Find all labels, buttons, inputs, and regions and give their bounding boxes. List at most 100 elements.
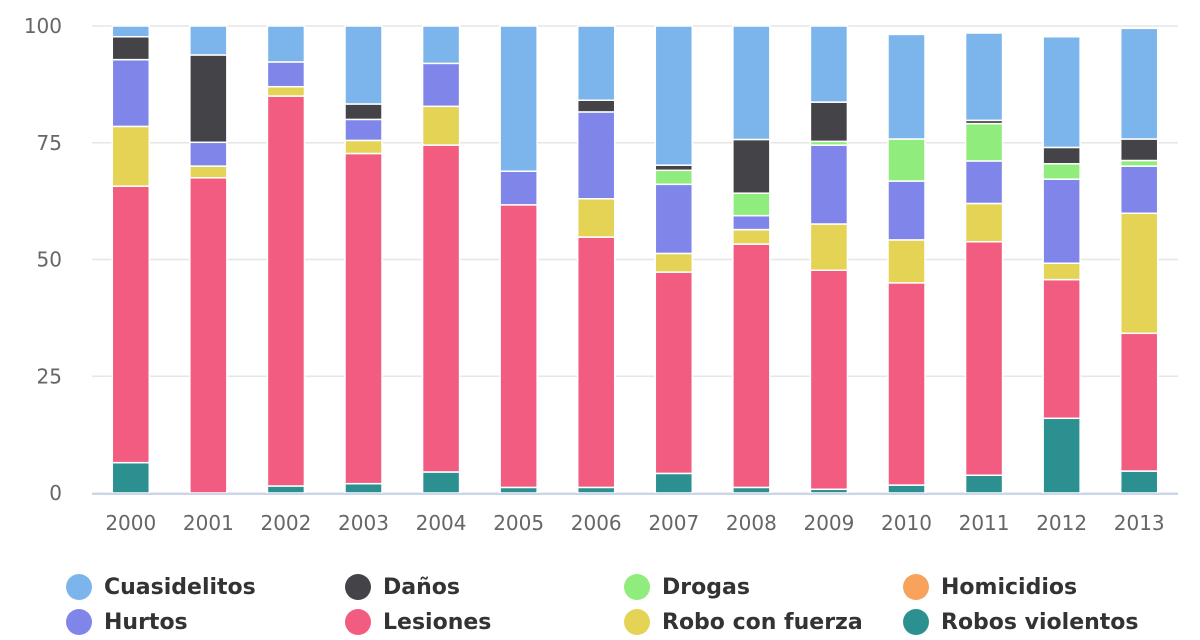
bar-segment-lesiones-2002[interactable] bbox=[266, 95, 306, 487]
legend-item-drogas[interactable]: Drogas bbox=[624, 570, 750, 604]
legend-item-robos-violentos[interactable]: Robos violentos bbox=[903, 605, 1139, 639]
bar-segment-robo-con-fuerza-2004[interactable] bbox=[421, 105, 461, 146]
legend-item-homicidios[interactable]: Homicidios bbox=[903, 570, 1077, 604]
bar-segment-lesiones-2003[interactable] bbox=[344, 152, 383, 485]
bar-segment-robo-con-fuerza-2013[interactable] bbox=[1119, 212, 1159, 335]
bar-segment-daños-2013[interactable] bbox=[1119, 138, 1159, 162]
bar-segment-cuasidelitos-2008[interactable] bbox=[732, 25, 771, 141]
bar-segment-cuasidelitos-2004[interactable] bbox=[421, 25, 461, 65]
bar-segment-lesiones-2000[interactable] bbox=[111, 185, 151, 464]
bar-segment-robo-con-fuerza-2012[interactable] bbox=[1042, 262, 1081, 281]
bar-segment-lesiones-2006[interactable] bbox=[576, 236, 616, 489]
bar-segment-cuasidelitos-2012[interactable] bbox=[1042, 35, 1081, 149]
bar-segment-hurtos-2004[interactable] bbox=[421, 62, 461, 108]
bar-segment-robos-violentos-2007[interactable] bbox=[654, 472, 694, 494]
bar-segment-daños-2012[interactable] bbox=[1042, 146, 1081, 165]
bar-segment-robo-con-fuerza-2002[interactable] bbox=[266, 85, 306, 97]
legend-marker-icon bbox=[66, 574, 92, 600]
bar-segment-hurtos-2011[interactable] bbox=[964, 160, 1004, 205]
bar-segment-robo-con-fuerza-2010[interactable] bbox=[887, 239, 926, 284]
bar-segment-hurtos-2013[interactable] bbox=[1119, 165, 1159, 215]
bar-segment-cuasidelitos-2013[interactable] bbox=[1119, 27, 1159, 140]
bar-segment-hurtos-2001[interactable] bbox=[189, 141, 228, 167]
gridlines bbox=[92, 25, 1178, 494]
bar-segment-robo-con-fuerza-2007[interactable] bbox=[654, 252, 694, 273]
bar-segment-robos-violentos-2008[interactable] bbox=[732, 486, 771, 494]
bar-segment-cuasidelitos-2011[interactable] bbox=[964, 32, 1004, 122]
bar-segment-robo-con-fuerza-2001[interactable] bbox=[189, 165, 228, 179]
bar-segment-cuasidelitos-2005[interactable] bbox=[499, 25, 538, 172]
bar-segment-lesiones-2012[interactable] bbox=[1042, 278, 1081, 420]
bar-segment-drogas-2007[interactable] bbox=[654, 169, 694, 186]
bar-segment-drogas-2010[interactable] bbox=[887, 138, 926, 182]
bar-segment-robos-violentos-2004[interactable] bbox=[421, 471, 461, 494]
bar-segment-robo-con-fuerza-2008[interactable] bbox=[732, 228, 771, 245]
bar-segment-lesiones-2007[interactable] bbox=[654, 271, 694, 475]
bar-segment-cuasidelitos-2010[interactable] bbox=[887, 33, 926, 140]
bar-segment-drogas-2011[interactable] bbox=[964, 122, 1004, 162]
bar-segment-robos-violentos-2012[interactable] bbox=[1042, 417, 1081, 494]
bar-segment-robo-con-fuerza-2011[interactable] bbox=[964, 202, 1004, 243]
bar-segment-cuasidelitos-2009[interactable] bbox=[809, 25, 849, 103]
bar-segment-hurtos-2006[interactable] bbox=[576, 111, 616, 200]
bar-segment-hurtos-2002[interactable] bbox=[266, 61, 306, 88]
bar-segment-hurtos-2003[interactable] bbox=[344, 118, 383, 142]
bar-segment-lesiones-2008[interactable] bbox=[732, 243, 771, 489]
bar-stack-2013 bbox=[1119, 27, 1159, 494]
bar-segment-robo-con-fuerza-2009[interactable] bbox=[809, 223, 849, 271]
legend-item-robo-con-fuerza[interactable]: Robo con fuerza bbox=[624, 605, 863, 639]
bar-segment-cuasidelitos-2007[interactable] bbox=[654, 25, 694, 166]
bar-segment-lesiones-2005[interactable] bbox=[499, 204, 538, 489]
bar-segment-lesiones-2004[interactable] bbox=[421, 144, 461, 473]
bar-segment-daños-2008[interactable] bbox=[732, 138, 771, 194]
bar-segment-lesiones-2009[interactable] bbox=[809, 269, 849, 491]
bar-segment-drogas-2013[interactable] bbox=[1119, 159, 1159, 167]
legend-item-hurtos[interactable]: Hurtos bbox=[66, 605, 188, 639]
legend-marker-icon bbox=[345, 609, 371, 635]
bar-segment-hurtos-2000[interactable] bbox=[111, 58, 151, 128]
bar-segment-hurtos-2008[interactable] bbox=[732, 214, 771, 231]
bar-segment-robos-violentos-2002[interactable] bbox=[266, 485, 306, 494]
bar-segment-robos-violentos-2011[interactable] bbox=[964, 474, 1004, 494]
bar-segment-robos-violentos-2006[interactable] bbox=[576, 486, 616, 494]
bar-segment-daños-2009[interactable] bbox=[809, 101, 849, 143]
bar-segment-daños-2001[interactable] bbox=[189, 54, 228, 144]
bar-segment-daños-2000[interactable] bbox=[111, 35, 151, 61]
bar-segment-lesiones-2010[interactable] bbox=[887, 282, 926, 486]
legend-item-daños[interactable]: Daños bbox=[345, 570, 460, 604]
bar-segment-hurtos-2007[interactable] bbox=[654, 183, 694, 255]
bar-segment-cuasidelitos-2006[interactable] bbox=[576, 25, 616, 102]
legend-label: Homicidios bbox=[941, 574, 1078, 600]
bar-segment-cuasidelitos-2001[interactable] bbox=[189, 25, 228, 56]
legend-label: Robo con fuerza bbox=[662, 609, 863, 635]
bar-segment-drogas-2008[interactable] bbox=[732, 192, 771, 217]
bar-segment-robo-con-fuerza-2000[interactable] bbox=[111, 125, 151, 187]
bar-segment-hurtos-2012[interactable] bbox=[1042, 178, 1081, 264]
bar-segment-hurtos-2010[interactable] bbox=[887, 180, 926, 241]
bar-segment-robo-con-fuerza-2003[interactable] bbox=[344, 139, 383, 155]
bar-stack-2000 bbox=[111, 25, 151, 494]
bar-segment-robos-violentos-2003[interactable] bbox=[344, 482, 383, 494]
bar-segment-hurtos-2005[interactable] bbox=[499, 170, 538, 206]
bar-segment-robos-violentos-2013[interactable] bbox=[1119, 470, 1159, 494]
bar-segment-lesiones-2013[interactable] bbox=[1119, 332, 1159, 472]
legend-label: Drogas bbox=[662, 574, 750, 600]
bar-segment-daños-2007[interactable] bbox=[654, 164, 694, 172]
bar-segment-robo-con-fuerza-2006[interactable] bbox=[576, 198, 616, 238]
bar-segment-cuasidelitos-2002[interactable] bbox=[266, 25, 306, 63]
bar-segment-cuasidelitos-2003[interactable] bbox=[344, 25, 383, 105]
legend-item-cuasidelitos[interactable]: Cuasidelitos bbox=[66, 570, 256, 604]
bar-segment-robos-violentos-2005[interactable] bbox=[499, 486, 538, 494]
bar-segment-cuasidelitos-2000[interactable] bbox=[111, 25, 151, 38]
bar-segment-lesiones-2011[interactable] bbox=[964, 241, 1004, 477]
bar-segment-robos-violentos-2000[interactable] bbox=[111, 461, 151, 494]
x-tick-label: 2005 bbox=[493, 511, 544, 535]
bar-segment-lesiones-2001[interactable] bbox=[189, 177, 228, 494]
bar-segment-hurtos-2009[interactable] bbox=[809, 144, 849, 225]
bar-segment-daños-2006[interactable] bbox=[576, 99, 616, 113]
bar-segment-robos-violentos-2010[interactable] bbox=[887, 484, 926, 494]
x-tick-label: 2011 bbox=[959, 511, 1010, 535]
legend-item-lesiones[interactable]: Lesiones bbox=[345, 605, 491, 639]
bar-segment-daños-2003[interactable] bbox=[344, 103, 383, 121]
bar-segment-drogas-2012[interactable] bbox=[1042, 163, 1081, 180]
